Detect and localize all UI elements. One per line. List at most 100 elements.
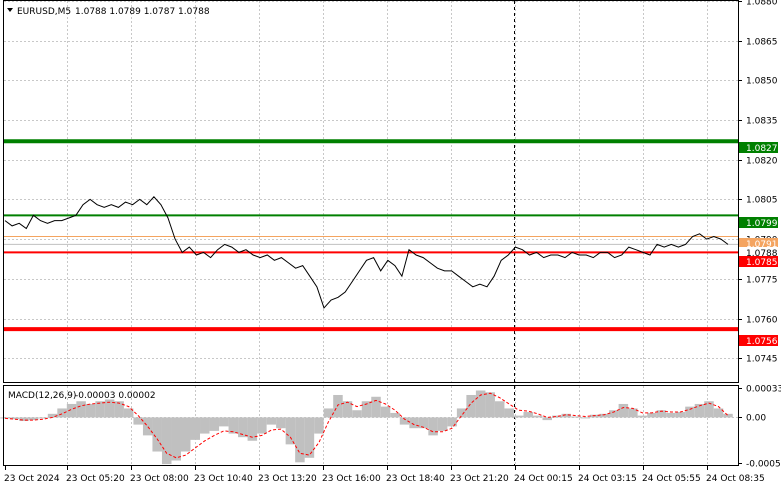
- macd-bar: [609, 410, 619, 418]
- time-tick-label: 23 Oct 08:00: [130, 474, 189, 484]
- macd-tick-label: 0.00033: [746, 385, 781, 395]
- macd-bar: [713, 408, 724, 418]
- macd-bar: [513, 415, 524, 418]
- macd-bar: [666, 412, 676, 418]
- level-label-text: 1.0791: [746, 240, 778, 250]
- macd-bar: [304, 417, 315, 458]
- price-tick-label: 1.0850: [746, 77, 778, 87]
- price-tick-label: 1.0805: [746, 196, 778, 206]
- macd-bar: [247, 417, 258, 441]
- macd-bar: [38, 417, 48, 419]
- horizontal-levels[interactable]: [4, 139, 738, 332]
- symbol-title: EURUSD,M5: [17, 7, 71, 17]
- price-tick-label: 1.0760: [746, 316, 778, 326]
- macd-bar: [637, 415, 648, 418]
- macd-bar: [57, 408, 67, 418]
- level-label-box: [739, 335, 778, 346]
- time-tick-label: 23 Oct 16:00: [322, 474, 381, 484]
- macd-bar: [209, 417, 220, 431]
- macd-signal: [4, 392, 729, 459]
- time-axis[interactable]: 23 Oct 2024 23 Oct 05:20 23 Oct 08:00 23 Oc…: [4, 466, 765, 484]
- price-tick-label: 1.0835: [746, 117, 778, 127]
- macd-bar: [675, 412, 686, 418]
- macd-bar: [266, 417, 277, 425]
- macd-bar: [685, 406, 695, 418]
- macd-panel-frame: [3, 385, 739, 466]
- macd-bar: [19, 417, 29, 422]
- macd-bar: [409, 417, 419, 429]
- macd-bar: [599, 413, 610, 418]
- macd-bar: [618, 403, 629, 418]
- macd-bar: [552, 415, 562, 418]
- macd-bar: [190, 417, 201, 440]
- price-series: [4, 196, 729, 309]
- level-label-text: 1.0788: [746, 249, 778, 259]
- level-label-box: [739, 142, 778, 153]
- macd-bar: [66, 403, 77, 418]
- macd-bar: [447, 417, 457, 427]
- macd-axis[interactable]: 0.00033 0.00 -0.00051: [738, 385, 781, 470]
- macd-bar: [580, 417, 591, 419]
- macd-bar: [323, 408, 334, 418]
- macd-bar: [314, 417, 324, 434]
- macd-bar: [123, 408, 134, 418]
- macd-tick-label: -0.00051: [746, 460, 781, 470]
- price-tick-label: 1.0745: [746, 355, 778, 365]
- macd-bar: [466, 394, 476, 418]
- macd-bar: [161, 417, 172, 465]
- macd-bar: [561, 413, 572, 418]
- time-tick-label: 23 Oct 18:40: [386, 474, 445, 484]
- macd-bar: [333, 394, 343, 418]
- macd-bar: [628, 408, 638, 418]
- macd-title: MACD(12,26,9): [8, 391, 76, 401]
- macd-readout: -0.00003 0.00002: [75, 391, 156, 401]
- macd-bar: [380, 406, 391, 418]
- macd-bar: [219, 417, 229, 427]
- macd-bar: [428, 417, 438, 436]
- macd-bar: [571, 416, 581, 418]
- macd-bar: [238, 417, 248, 438]
- macd-bar: [85, 403, 96, 418]
- macd-bar: [285, 417, 296, 445]
- macd-bar: [200, 417, 210, 434]
- macd-bar: [228, 417, 239, 434]
- time-tick-label: 24 Oct 05:55: [642, 474, 701, 484]
- symbol-dropdown-icon[interactable]: [7, 8, 13, 12]
- level-label-box: [739, 247, 778, 258]
- time-tick-label: 24 Oct 08:35: [706, 474, 765, 484]
- macd-bar: [257, 417, 267, 434]
- macd-bar: [647, 412, 657, 418]
- macd-bar: [390, 412, 400, 418]
- level-label-box: [739, 256, 778, 267]
- macd-bar: [704, 401, 714, 418]
- price-tick-label: 1.0880: [746, 0, 778, 8]
- macd-bar: [437, 417, 448, 431]
- level-label-text: 1.0785: [746, 258, 778, 268]
- macd-bar: [0, 417, 10, 419]
- macd-bar: [494, 401, 505, 418]
- time-tick-label: 24 Oct 00:15: [514, 474, 573, 484]
- level-label-text: 1.0756: [746, 337, 778, 347]
- macd-signal-line: [4, 392, 729, 459]
- ohlc-readout: 1.0788 1.0789 1.0787 1.0788: [75, 7, 210, 17]
- macd-tick-label: 0.00: [746, 414, 766, 424]
- macd-bar: [532, 415, 543, 418]
- macd-bar: [399, 417, 410, 425]
- macd-bar: [9, 417, 20, 420]
- macd-bar: [95, 401, 105, 418]
- macd-bar: [76, 401, 86, 418]
- macd-bar: [361, 401, 372, 418]
- macd-bar: [142, 417, 153, 436]
- time-tick-label: 24 Oct 03:15: [578, 474, 637, 484]
- time-tick-label: 23 Oct 10:40: [194, 474, 253, 484]
- time-tick-label: 23 Oct 13:20: [258, 474, 317, 484]
- macd-histogram: [0, 390, 733, 465]
- level-label-box: [739, 238, 778, 249]
- macd-bar: [485, 392, 495, 418]
- price-tick-label: 1.0775: [746, 276, 778, 286]
- macd-bar: [28, 417, 39, 421]
- macd-bar: [295, 417, 305, 463]
- level-label-text: 1.0827: [746, 144, 778, 154]
- macd-bar: [276, 417, 286, 429]
